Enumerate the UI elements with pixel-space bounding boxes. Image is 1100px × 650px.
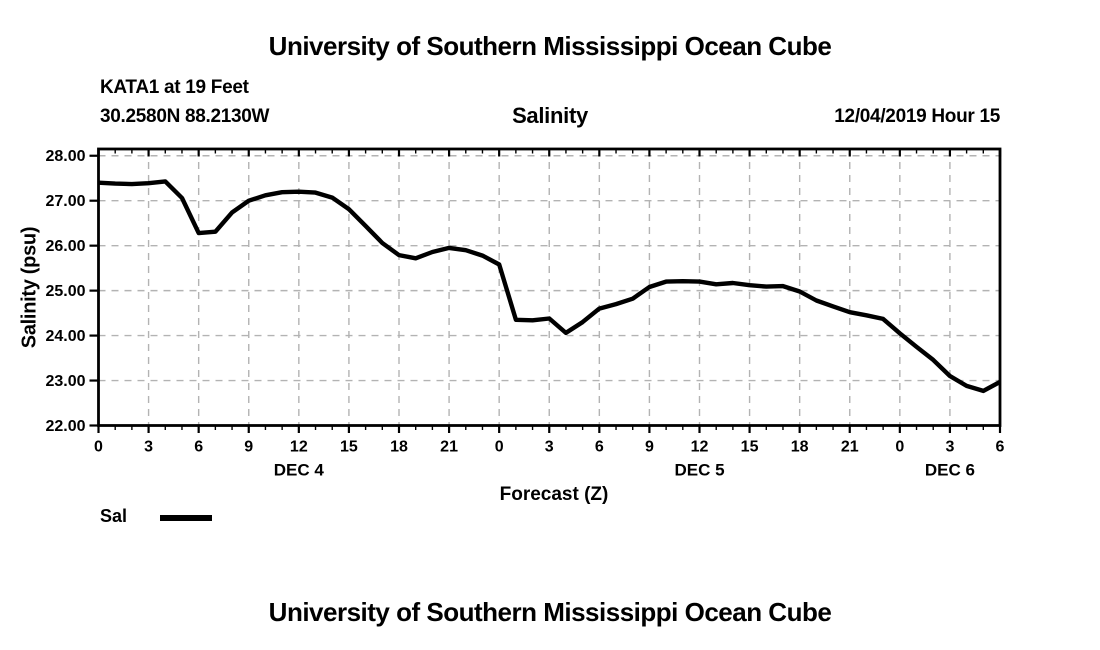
page-title: University of Southern Mississippi Ocean… bbox=[268, 31, 832, 61]
day-label: DEC 6 bbox=[925, 461, 975, 480]
x-tick-label: 0 bbox=[895, 439, 904, 456]
station-coordinates-label: 30.2580N 88.2130W bbox=[100, 106, 270, 127]
x-tick-label: 21 bbox=[440, 439, 458, 456]
x-tick-label: 15 bbox=[340, 439, 358, 456]
x-tick-label: 0 bbox=[495, 439, 504, 456]
x-tick-label: 12 bbox=[290, 439, 308, 456]
footer-title: University of Southern Mississippi Ocean… bbox=[268, 597, 832, 627]
x-tick-label: 18 bbox=[390, 439, 408, 456]
x-tick-label: 6 bbox=[996, 439, 1005, 456]
x-tick-label: 3 bbox=[545, 439, 554, 456]
y-tick-label: 28.00 bbox=[45, 148, 85, 165]
y-tick-label: 26.00 bbox=[45, 238, 85, 255]
x-tick-label: 21 bbox=[841, 439, 859, 456]
x-tick-label: 18 bbox=[791, 439, 809, 456]
x-tick-label: 12 bbox=[691, 439, 709, 456]
y-tick-label: 24.00 bbox=[45, 328, 85, 345]
y-tick-label: 27.00 bbox=[45, 193, 85, 210]
x-tick-label: 15 bbox=[741, 439, 759, 456]
x-tick-label: 6 bbox=[194, 439, 203, 456]
legend: Sal bbox=[100, 506, 127, 527]
y-tick-label: 25.00 bbox=[45, 283, 85, 300]
y-tick-label: 22.00 bbox=[45, 418, 85, 435]
salinity-series-line bbox=[98, 179, 1002, 394]
legend-line-swatch bbox=[160, 515, 212, 521]
day-label: DEC 4 bbox=[274, 461, 325, 480]
x-tick-label: 3 bbox=[945, 439, 954, 456]
y-tick-label: 23.00 bbox=[45, 373, 85, 390]
station-id-label: KATA1 at 19 Feet bbox=[100, 77, 249, 98]
legend-series-label: Sal bbox=[100, 506, 128, 526]
x-tick-label: 6 bbox=[595, 439, 604, 456]
x-tick-label: 0 bbox=[94, 439, 103, 456]
x-axis-title: Forecast (Z) bbox=[499, 484, 609, 505]
x-tick-label: 9 bbox=[244, 439, 253, 456]
chart-title: Salinity bbox=[512, 103, 588, 128]
forecast-datetime-label: 12/04/2019 Hour 15 bbox=[834, 106, 1000, 127]
day-label: DEC 5 bbox=[674, 461, 724, 480]
x-tick-label: 3 bbox=[144, 439, 153, 456]
y-axis-title: Salinity (psu) bbox=[18, 226, 41, 349]
x-tick-label: 9 bbox=[645, 439, 654, 456]
